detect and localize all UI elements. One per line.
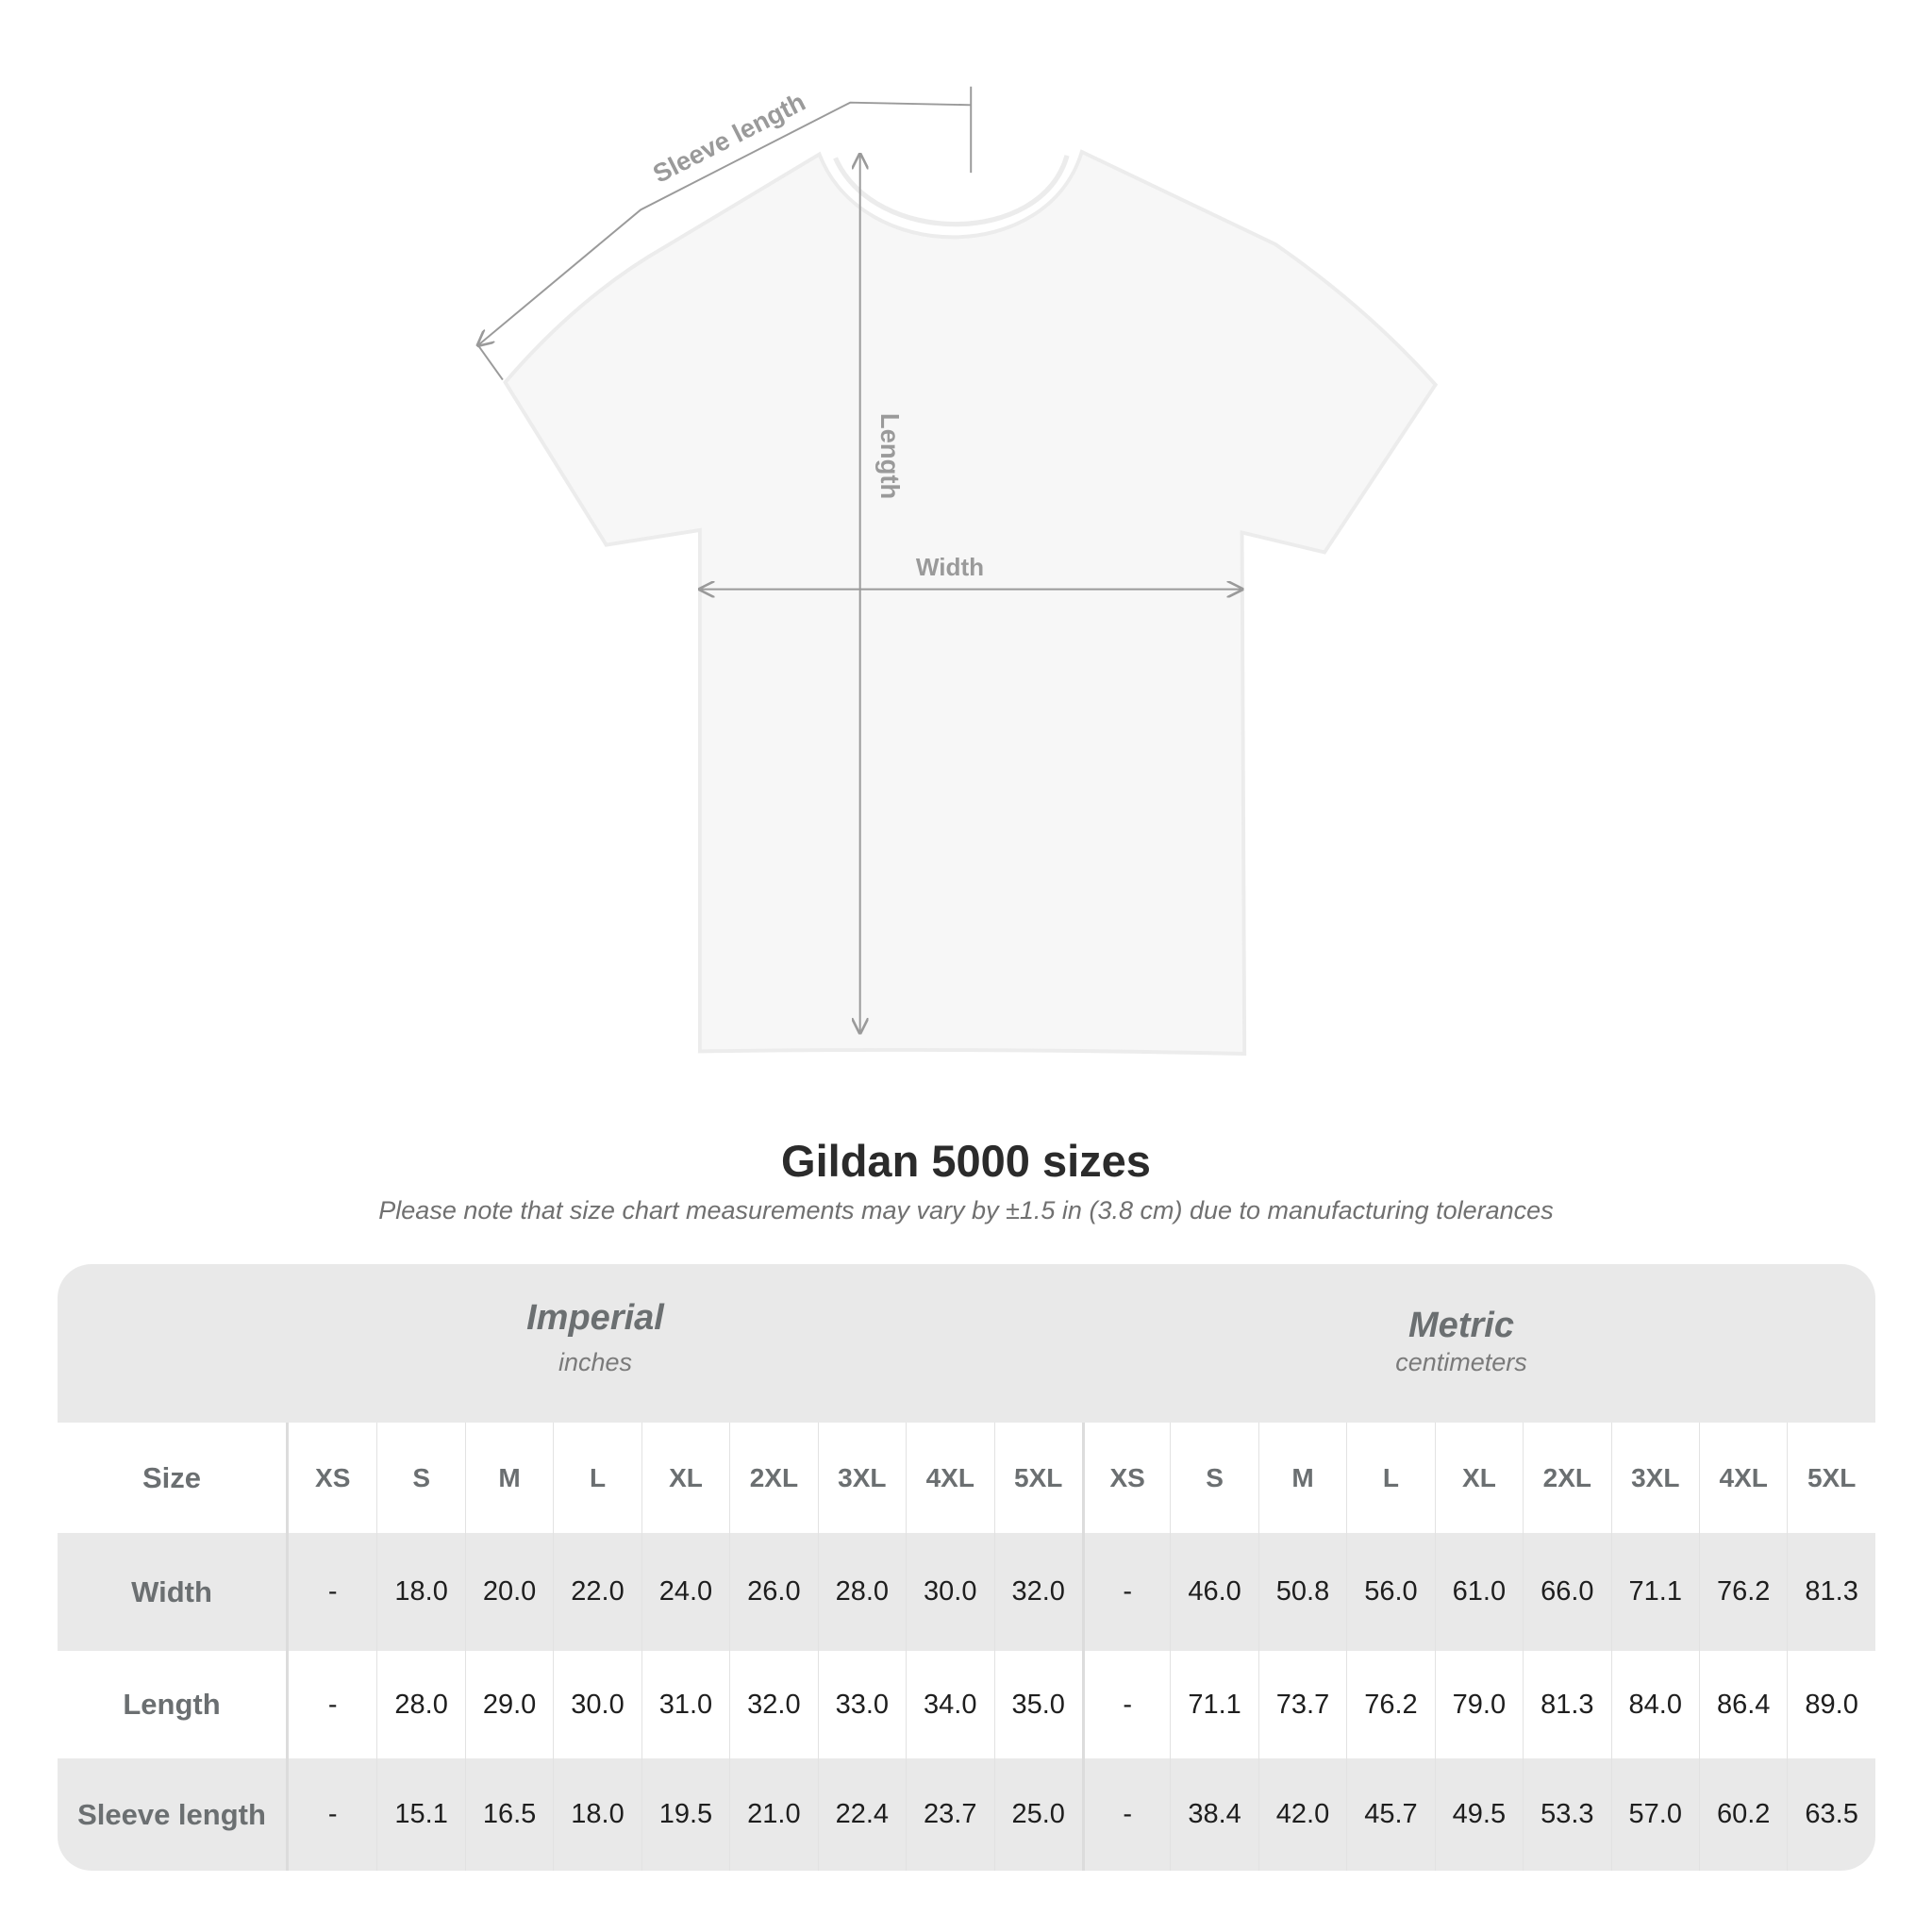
- value-cell: 35.0: [993, 1651, 1082, 1758]
- row-label: Width: [58, 1533, 289, 1651]
- page-title: Gildan 5000 sizes: [781, 1136, 1151, 1186]
- width-label: Width: [916, 553, 984, 581]
- metric-title: Metric: [1408, 1306, 1514, 1345]
- table-row: Sleeve length - 15.1 16.5 18.0 19.5 21.0 22.4 23…: [58, 1758, 1875, 1871]
- table-row: Length -28.0 29.0 30.0 31.0 32.0 33.0 34.0 35.0-…: [58, 1651, 1875, 1758]
- size-header-cell: XS: [315, 1462, 351, 1492]
- value-cell: 20.0: [464, 1533, 553, 1651]
- tolerance-note: Please note that size chart measurements…: [378, 1196, 1554, 1224]
- value-cell: 71.1: [1610, 1533, 1699, 1651]
- size-header-cell: L: [1346, 1423, 1434, 1533]
- size-header-cell: 5XL: [1787, 1423, 1874, 1533]
- value-cell: 45.7: [1346, 1758, 1434, 1871]
- value-cell: 30.0: [553, 1651, 641, 1758]
- value-cell: 32.0: [729, 1651, 817, 1758]
- value-cell: 76.2: [1346, 1651, 1434, 1758]
- value-cell: -: [1081, 1533, 1170, 1651]
- value-cell: 61.0: [1434, 1533, 1523, 1651]
- value-cell: 76.2: [1699, 1533, 1787, 1651]
- value-cell: 53.3: [1523, 1758, 1610, 1871]
- value-cell: 33.0: [817, 1651, 906, 1758]
- row-label: Length: [58, 1651, 289, 1758]
- value-cell: 46.0: [1170, 1533, 1257, 1651]
- value-cell: -: [327, 1576, 338, 1607]
- value-cell: 28.0: [817, 1533, 906, 1651]
- tshirt-diagram: Sleeve length Length Width: [0, 86, 1439, 1057]
- value-cell: 21.0: [729, 1758, 817, 1871]
- unit-header-band: [58, 1264, 1875, 1423]
- value-cell: 25.0: [993, 1758, 1082, 1871]
- imperial-title: Imperial: [526, 1298, 664, 1338]
- value-cell: 28.0: [376, 1651, 464, 1758]
- value-cell: 23.7: [906, 1758, 993, 1871]
- size-header-cell: XL: [641, 1423, 729, 1533]
- value-cell: 19.5: [641, 1758, 729, 1871]
- row-label: Size: [58, 1423, 289, 1533]
- size-table: Imperial inches Metric centimeters Size X…: [58, 1264, 1875, 1871]
- imperial-unit: inches: [558, 1348, 633, 1376]
- size-header-row: Size XS S M L XL 2XL 3XL 4XL 5XL XS S M L XL 2XL 3XL 4XL 5…: [58, 1423, 1875, 1533]
- value-cell: 38.4: [1170, 1758, 1257, 1871]
- size-header-cell: 3XL: [817, 1423, 906, 1533]
- value-cell: 73.7: [1257, 1651, 1346, 1758]
- value-cell: 26.0: [729, 1533, 817, 1651]
- value-cell: 81.3: [1787, 1533, 1874, 1651]
- size-header-cell: 5XL: [993, 1423, 1082, 1533]
- size-header-cell: S: [376, 1423, 464, 1533]
- value-cell: -: [327, 1689, 338, 1720]
- value-cell: -: [1081, 1651, 1170, 1758]
- value-cell: 60.2: [1699, 1758, 1787, 1871]
- value-cell: 42.0: [1257, 1758, 1346, 1871]
- size-header-cell: S: [1170, 1423, 1257, 1533]
- value-cell: 24.0: [641, 1533, 729, 1651]
- size-header-cell: 2XL: [729, 1423, 817, 1533]
- value-cell: 34.0: [906, 1651, 993, 1758]
- size-header-cell: M: [1257, 1423, 1346, 1533]
- value-cell: 57.0: [1610, 1758, 1699, 1871]
- size-header-cell: 4XL: [906, 1423, 993, 1533]
- size-header-cell: 4XL: [1699, 1423, 1787, 1533]
- metric-header: Metric centimeters: [1131, 1306, 1791, 1377]
- tshirt-shape: [503, 149, 1439, 1057]
- value-cell: 49.5: [1434, 1758, 1523, 1871]
- value-cell: 15.1: [376, 1758, 464, 1871]
- value-cell: 81.3: [1523, 1651, 1610, 1758]
- value-cell: 16.5: [464, 1758, 553, 1871]
- value-cell: 31.0: [641, 1651, 729, 1758]
- value-cell: 29.0: [464, 1651, 553, 1758]
- size-header-cell: M: [464, 1423, 553, 1533]
- sleeve-length-guide: [478, 101, 972, 345]
- value-cell: 18.0: [376, 1533, 464, 1651]
- value-cell: 56.0: [1346, 1533, 1434, 1651]
- size-header-cell: 2XL: [1523, 1423, 1610, 1533]
- value-cell: 50.8: [1257, 1533, 1346, 1651]
- value-cell: -: [1081, 1758, 1170, 1871]
- size-header-cell: L: [553, 1423, 641, 1533]
- metric-unit: centimeters: [1395, 1348, 1527, 1376]
- size-header-cell: 3XL: [1610, 1423, 1699, 1533]
- table-row: Width -18.0 20.0 22.0 24.0 26.0 28.0 30.0 32.0-4…: [58, 1533, 1875, 1651]
- value-cell: 32.0: [993, 1533, 1082, 1651]
- row-label: Sleeve length: [58, 1758, 289, 1871]
- value-cell: 71.1: [1170, 1651, 1257, 1758]
- value-cell: 22.0: [553, 1533, 641, 1651]
- value-cell: -: [327, 1799, 338, 1829]
- value-cell: 63.5: [1787, 1758, 1874, 1871]
- size-header-cell: XL: [1434, 1423, 1523, 1533]
- value-cell: 22.4: [817, 1758, 906, 1871]
- value-cell: 30.0: [906, 1533, 993, 1651]
- value-cell: 89.0: [1787, 1651, 1874, 1758]
- value-cell: 86.4: [1699, 1651, 1787, 1758]
- value-cell: 84.0: [1610, 1651, 1699, 1758]
- value-cell: 18.0: [553, 1758, 641, 1871]
- imperial-header: Imperial inches: [265, 1298, 925, 1377]
- value-cell: 79.0: [1434, 1651, 1523, 1758]
- value-cell: 66.0: [1523, 1533, 1610, 1651]
- size-header-cell: XS: [1081, 1423, 1170, 1533]
- length-label: Length: [875, 413, 905, 499]
